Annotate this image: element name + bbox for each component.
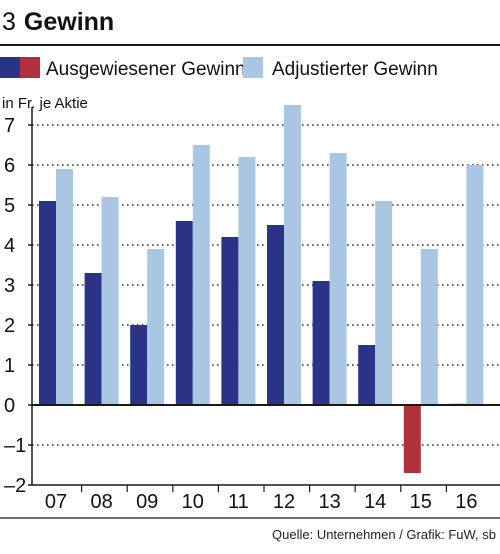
bar-adjusted xyxy=(101,197,119,405)
chart-title: 3 Gewinn xyxy=(2,5,114,39)
x-tick-label: 13 xyxy=(318,491,340,513)
bar-adjusted xyxy=(466,165,484,405)
x-tick-label: 12 xyxy=(273,491,295,513)
x-tick-label: 08 xyxy=(90,491,112,513)
chart-number: 3 xyxy=(2,8,16,36)
y-tick-label: 6 xyxy=(4,155,15,177)
bar-reported xyxy=(130,325,148,405)
y-tick-label: 4 xyxy=(4,235,15,257)
bar-reported xyxy=(175,221,193,405)
chart-title-text: Gewinn xyxy=(23,8,115,36)
bar-reported xyxy=(267,225,284,405)
bar-adjusted xyxy=(238,157,256,405)
y-tick-label: 1 xyxy=(4,355,15,377)
bar-reported xyxy=(312,281,330,405)
y-tick-label: 3 xyxy=(4,275,15,297)
x-tick-label: 11 xyxy=(228,491,249,513)
legend-swatch-reported xyxy=(0,57,20,78)
bar-adjusted xyxy=(284,105,301,405)
x-tick-label: 15 xyxy=(410,491,432,513)
source-note: Quelle: Unternehmen / Grafik: FuW, sb xyxy=(272,527,496,542)
bar-adjusted xyxy=(420,249,438,405)
y-tick-label: 5 xyxy=(4,195,15,217)
y-tick-label: 2 xyxy=(4,315,15,337)
legend-swatch-adjusted xyxy=(243,57,263,78)
legend-label-reported: Ausgewiesener Gewinn xyxy=(46,59,246,80)
bar-reported xyxy=(39,201,56,405)
title-rule xyxy=(0,44,500,46)
y-tick-label: 7 xyxy=(4,115,15,137)
x-tick-label: 07 xyxy=(45,491,67,513)
bar-reported xyxy=(403,405,421,473)
x-tick-label: 16 xyxy=(455,491,477,513)
bar-adjusted xyxy=(147,249,165,405)
legend-label-adjusted: Adjustierter Gewinn xyxy=(272,59,438,80)
x-tick-label: 10 xyxy=(182,491,204,513)
bar-reported xyxy=(221,237,239,405)
legend-swatch-reported-negative xyxy=(20,57,40,78)
y-axis-label: in Fr. je Aktie xyxy=(2,95,88,112)
y-tick-label: –2 xyxy=(4,475,26,497)
bar-reported xyxy=(358,345,376,405)
y-tick-label: 0 xyxy=(4,395,15,417)
bar-adjusted xyxy=(329,153,347,405)
bar-chart: Ausgewiesener Gewinn Adjustierter Gewinn i… xyxy=(0,57,500,519)
bar-adjusted xyxy=(375,201,393,405)
y-tick-label: –1 xyxy=(4,435,26,457)
x-tick-label: 09 xyxy=(136,491,158,513)
bar-adjusted xyxy=(192,145,210,405)
bar-reported xyxy=(84,273,102,405)
bar-adjusted xyxy=(56,169,73,405)
x-tick-label: 14 xyxy=(364,491,386,513)
